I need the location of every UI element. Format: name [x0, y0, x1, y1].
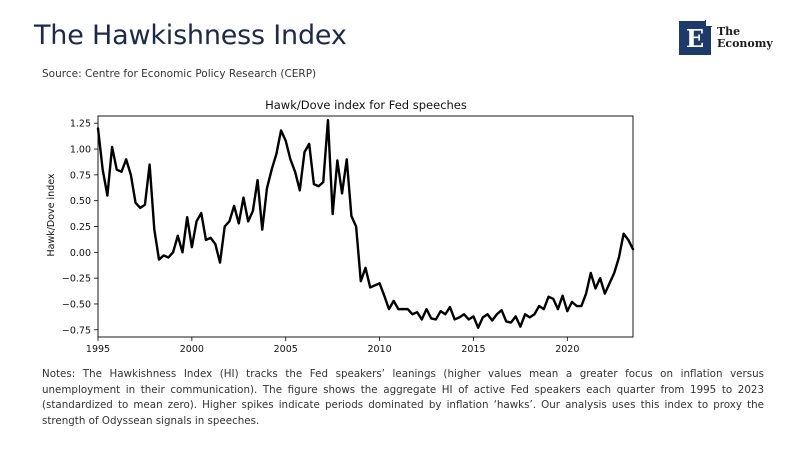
chart-title: Hawk/Dove index for Fed speeches — [265, 98, 467, 112]
y-tick-label: 0.25 — [70, 222, 91, 233]
x-tick-label: 2010 — [367, 344, 391, 355]
brand-logo[interactable]: E The Economy — [679, 20, 773, 55]
y-tick-label: 0.50 — [70, 196, 91, 207]
y-tick-label: −0.25 — [62, 274, 91, 285]
x-tick-label: 1995 — [86, 344, 110, 355]
plot-area-frame — [97, 115, 634, 338]
y-tick-label: 0.75 — [70, 170, 91, 181]
x-tick-label: 2020 — [555, 344, 579, 355]
x-tick-label: 2015 — [461, 344, 485, 355]
y-tick-label: 1.00 — [70, 145, 91, 156]
logo-line-1: The — [717, 25, 741, 38]
logo-mark-icon: E — [679, 20, 712, 55]
logo-line-2: Economy — [717, 37, 773, 50]
logo-wordmark: The Economy — [717, 26, 773, 50]
y-axis: −0.75 −0.50 −0.25 0.00 0.25 0.50 0.75 1.00 1.25 — [62, 119, 98, 336]
x-tick-label: 2005 — [274, 344, 298, 355]
page-title: The Hawkishness Index — [34, 20, 347, 51]
chart-panel: Hawk/Dove index for Fed speeches Hawk/Do… — [40, 88, 690, 360]
source-line: Source: Centre for Economic Policy Resea… — [42, 68, 317, 80]
series-layer — [96, 118, 635, 329]
y-axis-label: Hawk/Dove index — [46, 173, 57, 256]
y-tick-label: 1.25 — [70, 119, 91, 130]
chart-notes: Notes: The Hawkishness Index (HI) tracks… — [42, 368, 764, 427]
x-axis: 1995 2000 2005 2010 2015 2020 — [86, 337, 579, 355]
y-tick-label: −0.50 — [62, 299, 91, 310]
hawk-dove-chart: Hawk/Dove index for Fed speeches Hawk/Do… — [46, 98, 635, 355]
y-tick-label: −0.75 — [62, 325, 91, 336]
x-tick-label: 2000 — [180, 344, 204, 355]
y-tick-label: 0.00 — [70, 248, 91, 259]
series-line — [96, 118, 635, 329]
